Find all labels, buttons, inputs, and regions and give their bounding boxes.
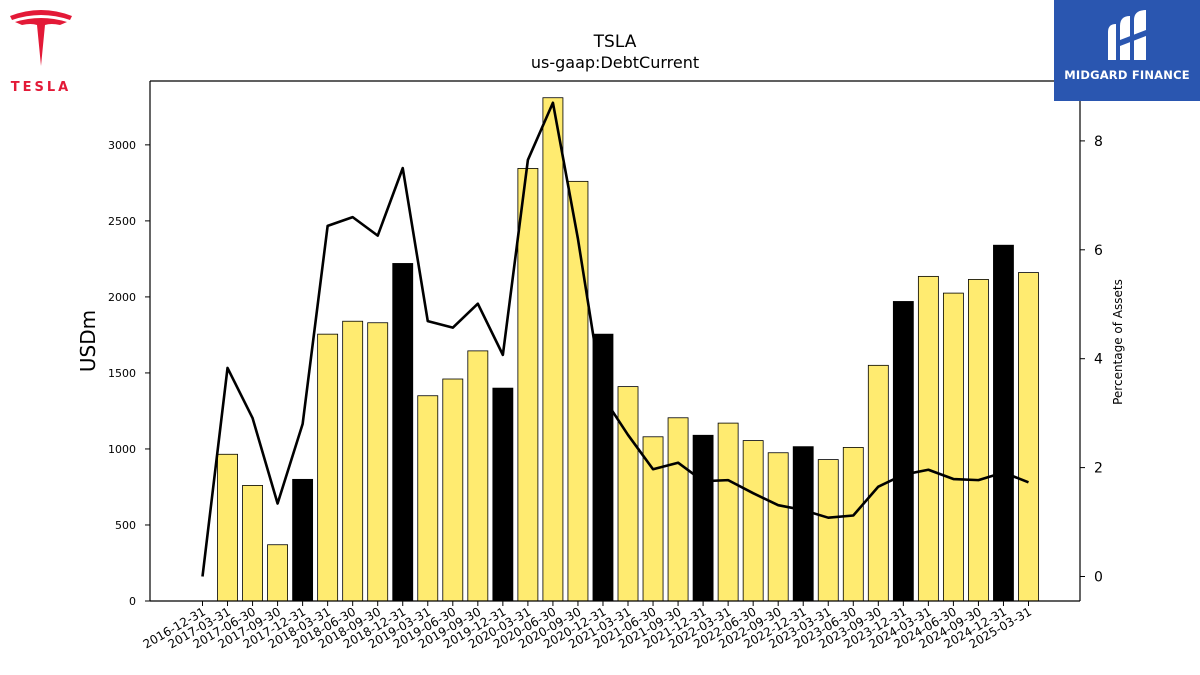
bar-series [217,97,1039,602]
bar-2018-09-30 [367,322,389,602]
bar-2023-06-30 [842,447,864,602]
y-tick-label: 1000 [108,443,136,456]
bar-2020-12-31 [592,333,614,602]
y-tick-label: 2500 [108,215,136,228]
y2-tick-label: 0 [1094,569,1103,585]
y-axis-label: USDm [76,310,100,372]
bar-2017-03-31 [217,453,238,602]
y-tick-label: 3000 [108,139,136,152]
chart-subtitle: us-gaap:DebtCurrent [530,53,700,72]
bar-2024-09-30 [968,279,989,602]
bar-2017-06-30 [242,485,263,602]
bar-2018-03-31 [317,333,339,602]
bar-2021-03-31 [617,386,639,602]
y-tick-label: 500 [115,519,136,532]
bar-2024-12-31 [993,244,1014,602]
y2-tick-label: 6 [1094,243,1103,259]
bar-2022-03-31 [717,422,739,602]
tesla-logo-icon [10,10,72,66]
line-series [201,101,1029,577]
bar-2017-09-30 [267,544,288,602]
y2-axis-label: Percentage of Assets [1111,279,1125,405]
y2-tick-label: 8 [1094,134,1103,150]
bar-2023-03-31 [817,459,839,602]
midgard-wordmark: MIDGARD FINANCE [1064,68,1190,82]
bar-2017-12-31 [292,478,314,602]
bar-2019-09-30 [467,350,489,602]
chart-title: TSLA [593,32,637,52]
y-tick-label: 0 [129,595,136,608]
bar-2023-12-31 [892,301,914,602]
bar-2022-09-30 [767,452,789,602]
bar-2025-03-31 [1018,272,1039,602]
midgard-finance-logo: MIDGARD FINANCE [1054,0,1200,101]
axes: 050010001500200025003000024682016-12-312… [76,80,1125,651]
bar-2020-06-30 [542,97,564,602]
y2-tick-label: 2 [1094,461,1103,477]
tesla-wordmark: TESLA [10,80,72,95]
bar-2019-03-31 [417,395,439,602]
bar-2019-06-30 [442,378,464,602]
bar-2024-06-30 [942,292,964,602]
bar-2021-09-30 [667,417,689,602]
y-tick-label: 2000 [108,291,136,304]
y-tick-label: 1500 [108,367,136,380]
bar-2018-06-30 [342,320,364,602]
bar-2022-12-31 [792,446,814,602]
bar-2018-12-31 [392,263,414,602]
bar-2020-03-31 [517,168,539,602]
midgard-emblem-icon [1108,10,1146,60]
bar-2021-12-31 [692,434,714,602]
bar-2022-06-30 [742,440,764,602]
bar-2024-03-31 [917,275,939,602]
percentage-line [201,101,1029,577]
bar-2019-12-31 [492,387,514,602]
y2-tick-label: 4 [1094,352,1103,368]
